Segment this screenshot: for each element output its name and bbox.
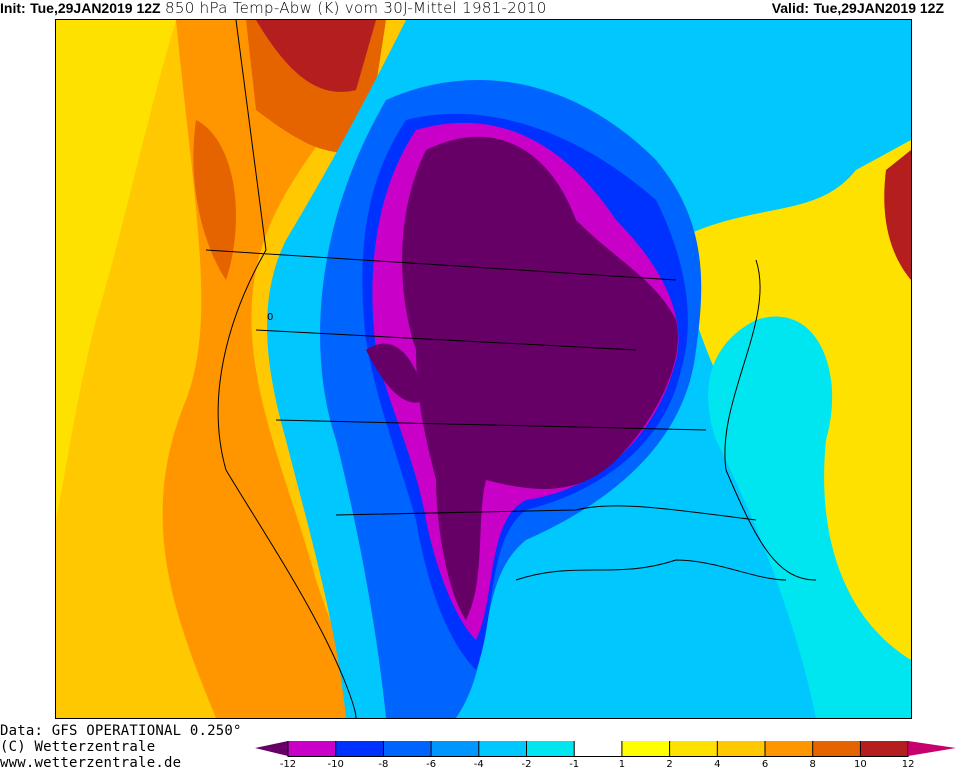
legend-tick-label: 10 — [854, 759, 867, 770]
temperature-anomaly-map: 0 — [55, 19, 912, 719]
legend-tick-label: -8 — [378, 759, 389, 770]
contour-label: 0 — [267, 312, 273, 323]
legend-tick-label: -10 — [327, 759, 344, 770]
red-zone — [256, 20, 376, 92]
red-zone-east — [884, 150, 911, 280]
data-source: Data: GFS OPERATIONAL 0.250° — [0, 723, 242, 739]
purple-rockies — [366, 343, 426, 403]
legend-swatch — [288, 741, 336, 756]
legend-swatch — [812, 741, 861, 756]
valid-value: Tue,29JAN2019 12Z — [813, 0, 944, 16]
legend-tick-label: 1 — [618, 759, 626, 770]
legend-tick-label: -2 — [521, 759, 532, 770]
lightcyan-zone-east — [708, 316, 911, 718]
legend-swatch — [717, 741, 765, 756]
website-link[interactable]: www.wetterzentrale.de — [0, 755, 182, 771]
legend-tick-label: 2 — [666, 759, 673, 770]
coastlines-and-borders — [205, 19, 817, 719]
legend-swatch — [669, 741, 718, 756]
legend-tick-label: -1 — [569, 759, 580, 770]
legend-swatch — [621, 741, 670, 756]
header: Init: Tue,29JAN2019 12Z 850 hPa Temp-Abw… — [0, 0, 956, 18]
legend-arrow-right — [908, 741, 956, 756]
legend-swatch — [860, 741, 909, 756]
copyright: (C) Wetterzentrale — [0, 739, 156, 755]
legend-swatch — [335, 741, 384, 756]
purple-core — [402, 136, 678, 620]
darkorange-coast — [193, 120, 236, 280]
legend-bar — [255, 741, 956, 757]
legend-tick-label: 8 — [809, 759, 816, 770]
legend-tick-label: 4 — [714, 759, 721, 770]
legend-swatch — [478, 741, 527, 756]
legend-arrow-left — [255, 741, 288, 756]
legend-swatch — [383, 741, 432, 756]
legend-swatch — [765, 741, 813, 756]
legend-swatch — [526, 741, 575, 756]
legend-tick-label: -4 — [473, 759, 484, 770]
yellow-zone-west — [56, 20, 176, 520]
map-title: 850 hPa Temp-Abw (K) vom 30J-Mittel 1981… — [165, 0, 547, 17]
color-legend: -12 -10 -8 -6 -4 -2 -1 1 2 4 6 8 10 12 — [255, 740, 956, 770]
legend-tick-label: 12 — [901, 759, 915, 770]
legend-swatch — [431, 741, 479, 756]
init-label: Init: — [0, 0, 26, 16]
map-canvas: 0 — [56, 19, 911, 719]
legend-tick-label: -6 — [426, 759, 437, 770]
init-value: Tue,29JAN2019 12Z — [30, 0, 161, 16]
legend-tick-label: 6 — [761, 759, 769, 770]
legend-swatch — [574, 741, 622, 756]
legend-tick-label: -12 — [279, 759, 297, 770]
valid-label: Valid: — [771, 0, 810, 16]
